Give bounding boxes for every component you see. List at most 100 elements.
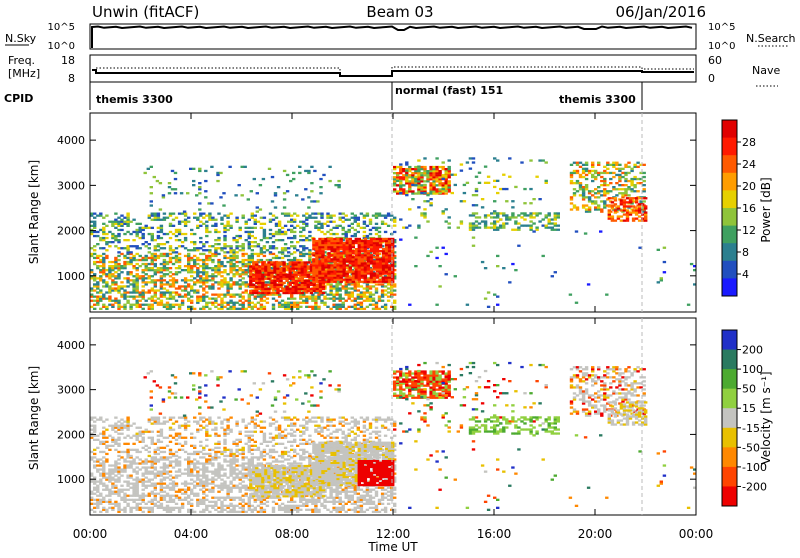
heatmap-cell [105, 511, 108, 513]
heatmap-cell [229, 263, 232, 265]
heatmap-cell [242, 511, 245, 513]
heatmap-cell [314, 306, 317, 308]
heatmap-cell [196, 493, 199, 495]
heatmap-cell [223, 281, 226, 283]
heatmap-cell [321, 240, 324, 242]
heatmap-cell [129, 475, 132, 477]
heatmap-cell [290, 253, 293, 255]
heatmap-cell [214, 497, 217, 499]
heatmap-cell [108, 503, 111, 505]
heatmap-cell [369, 291, 372, 293]
heatmap-cell [612, 188, 615, 190]
heatmap-cell [361, 258, 364, 260]
heatmap-cell [248, 235, 251, 237]
heatmap-cell [257, 245, 260, 247]
heatmap-cell [638, 247, 641, 249]
heatmap-cell [120, 509, 123, 511]
heatmap-cell [136, 269, 139, 271]
heatmap-cell [318, 266, 321, 268]
heatmap-cell [352, 240, 355, 242]
heatmap-cell [102, 279, 105, 281]
heatmap-cell [363, 223, 366, 225]
heatmap-cell [435, 157, 438, 159]
heatmap-cell [163, 464, 166, 466]
heatmap-cell [366, 213, 369, 215]
heatmap-cell [308, 249, 311, 251]
heatmap-cell [260, 227, 263, 229]
heatmap-cell [302, 255, 305, 257]
heatmap-cell [174, 192, 177, 194]
heatmap-cell [90, 497, 93, 499]
heatmap-cell [172, 483, 175, 485]
heatmap-cell [644, 213, 647, 215]
heatmap-cell [148, 509, 151, 511]
heatmap-cell [90, 215, 93, 217]
heatmap-cell [318, 240, 321, 242]
heatmap-cell [321, 244, 324, 246]
heatmap-cell [90, 269, 93, 271]
heatmap-cell [114, 281, 117, 283]
heatmap-cell [157, 271, 160, 273]
heatmap-cell [258, 272, 261, 274]
heatmap-cell [330, 260, 333, 262]
heatmap-cell [142, 227, 145, 229]
heatmap-cell [545, 214, 548, 216]
heatmap-cell [199, 277, 202, 279]
heatmap-cell [327, 275, 330, 277]
heatmap-cell [239, 499, 242, 501]
heatmap-cell [190, 503, 193, 505]
heatmap-cell [429, 168, 432, 170]
heatmap-cell [160, 473, 163, 475]
heatmap-cell [157, 507, 160, 509]
heatmap-cell [475, 227, 478, 229]
heatmap-cell [349, 250, 352, 252]
heatmap-cell [199, 213, 202, 215]
heatmap-cell [111, 304, 114, 306]
heatmap-cell [385, 246, 388, 248]
heatmap-cell [252, 276, 255, 278]
heatmap-cell [264, 274, 267, 276]
heatmap-cell [175, 279, 178, 281]
heatmap-cell [318, 272, 321, 274]
heatmap-cell [432, 168, 435, 170]
heatmap-cell [333, 240, 336, 242]
heatmap-cell [139, 462, 142, 464]
heatmap-cell [535, 212, 538, 214]
heatmap-cell [367, 272, 370, 274]
heatmap-cell [466, 182, 469, 184]
heatmap-cell [123, 298, 126, 300]
heatmap-cell [367, 270, 370, 272]
heatmap-cell [96, 487, 99, 489]
heatmap-cell [272, 219, 275, 221]
heatmap-cell [184, 289, 187, 291]
heatmap-cell [172, 487, 175, 489]
heatmap-cell [229, 259, 232, 261]
heatmap-cell [136, 259, 139, 261]
heatmap-cell [151, 473, 154, 475]
heatmap-cell [114, 300, 117, 302]
heatmap-cell [384, 285, 387, 287]
heatmap-cell [249, 276, 252, 278]
heatmap-cell [178, 475, 181, 477]
heatmap-cell [153, 176, 156, 178]
heatmap-cell [93, 277, 96, 279]
heatmap-cell [292, 270, 295, 272]
heatmap-cell [166, 217, 169, 219]
heatmap-cell [342, 217, 345, 219]
heatmap-cell [126, 505, 129, 507]
heatmap-cell [379, 264, 382, 266]
heatmap-cell [329, 217, 332, 219]
heatmap-cell [245, 503, 248, 505]
heatmap-cell [263, 245, 266, 247]
heatmap-cell [205, 489, 208, 491]
heatmap-cell [298, 280, 301, 282]
heatmap-cell [358, 238, 361, 240]
heatmap-cell [251, 259, 254, 261]
heatmap-cell [376, 240, 379, 242]
heatmap-cell [255, 280, 258, 282]
heatmap-cell [585, 196, 588, 198]
heatmap-cell [211, 462, 214, 464]
heatmap-cell [117, 223, 120, 225]
heatmap-cell [260, 306, 263, 308]
heatmap-cell [260, 223, 263, 225]
